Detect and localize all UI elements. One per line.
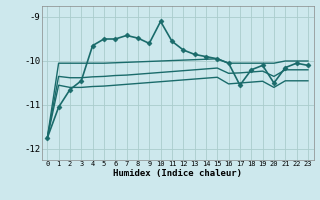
X-axis label: Humidex (Indice chaleur): Humidex (Indice chaleur) — [113, 169, 242, 178]
